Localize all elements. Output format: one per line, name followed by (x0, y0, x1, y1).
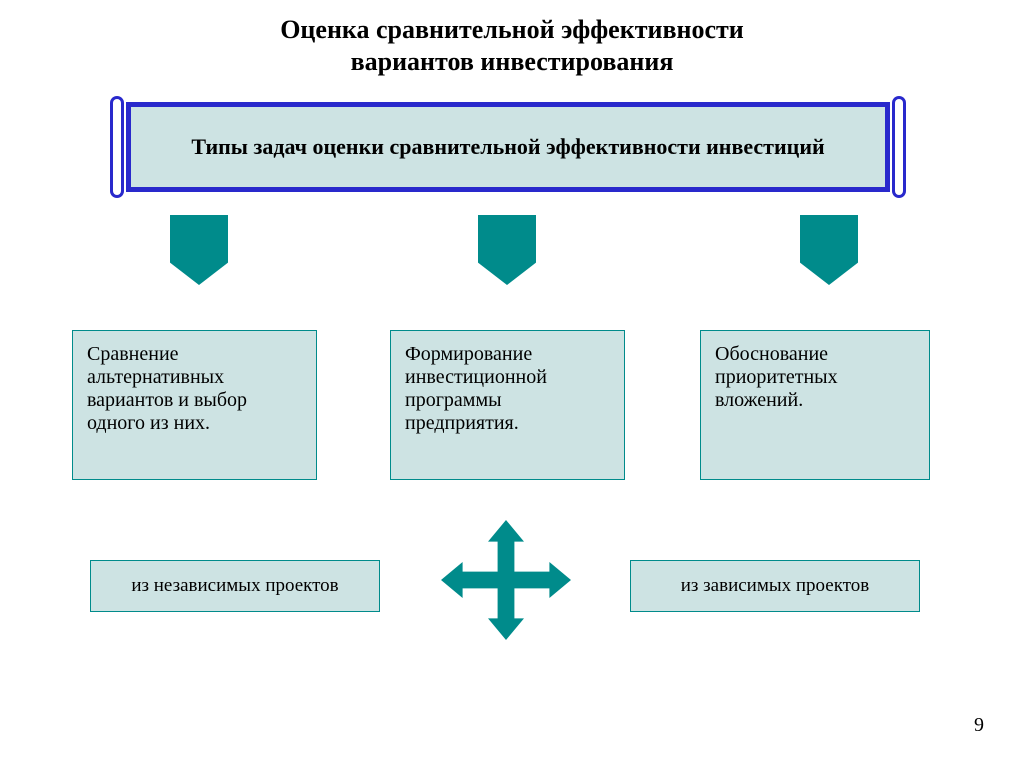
banner-text: Типы задач оценки сравнительной эффектив… (191, 134, 824, 160)
title-line2: вариантов инвестирования (0, 46, 1024, 78)
banner-scroll: Типы задач оценки сравнительной эффектив… (108, 102, 908, 192)
bottom-box-text-2: из зависимых проектов (681, 575, 869, 597)
title-line1: Оценка сравнительной эффективности (0, 14, 1024, 46)
box-compare-alternatives: Сравнение альтернативных вариантов и выб… (72, 330, 317, 480)
multi-arrow-icon (441, 520, 571, 640)
banner-body: Типы задач оценки сравнительной эффектив… (126, 102, 890, 192)
chevron-arrow-1 (170, 215, 228, 285)
page-number: 9 (974, 714, 984, 737)
slide-title: Оценка сравнительной эффективности вариа… (0, 14, 1024, 78)
box-text-3: Обоснование приоритетных вложений. (715, 343, 915, 412)
box-independent-projects: из независимых проектов (90, 560, 380, 612)
page-number-text: 9 (974, 714, 984, 736)
chevron-arrow-2 (478, 215, 536, 285)
box-investment-program: Формирование инвестиционной программы пр… (390, 330, 625, 480)
chevron-arrow-3 (800, 215, 858, 285)
box-text-1: Сравнение альтернативных вариантов и выб… (87, 343, 302, 435)
bottom-box-text-1: из независимых проектов (131, 575, 338, 597)
box-dependent-projects: из зависимых проектов (630, 560, 920, 612)
scroll-cap-right (890, 102, 908, 192)
scroll-cap-left (108, 102, 126, 192)
box-text-2: Формирование инвестиционной программы пр… (405, 343, 610, 435)
box-priority-justification: Обоснование приоритетных вложений. (700, 330, 930, 480)
